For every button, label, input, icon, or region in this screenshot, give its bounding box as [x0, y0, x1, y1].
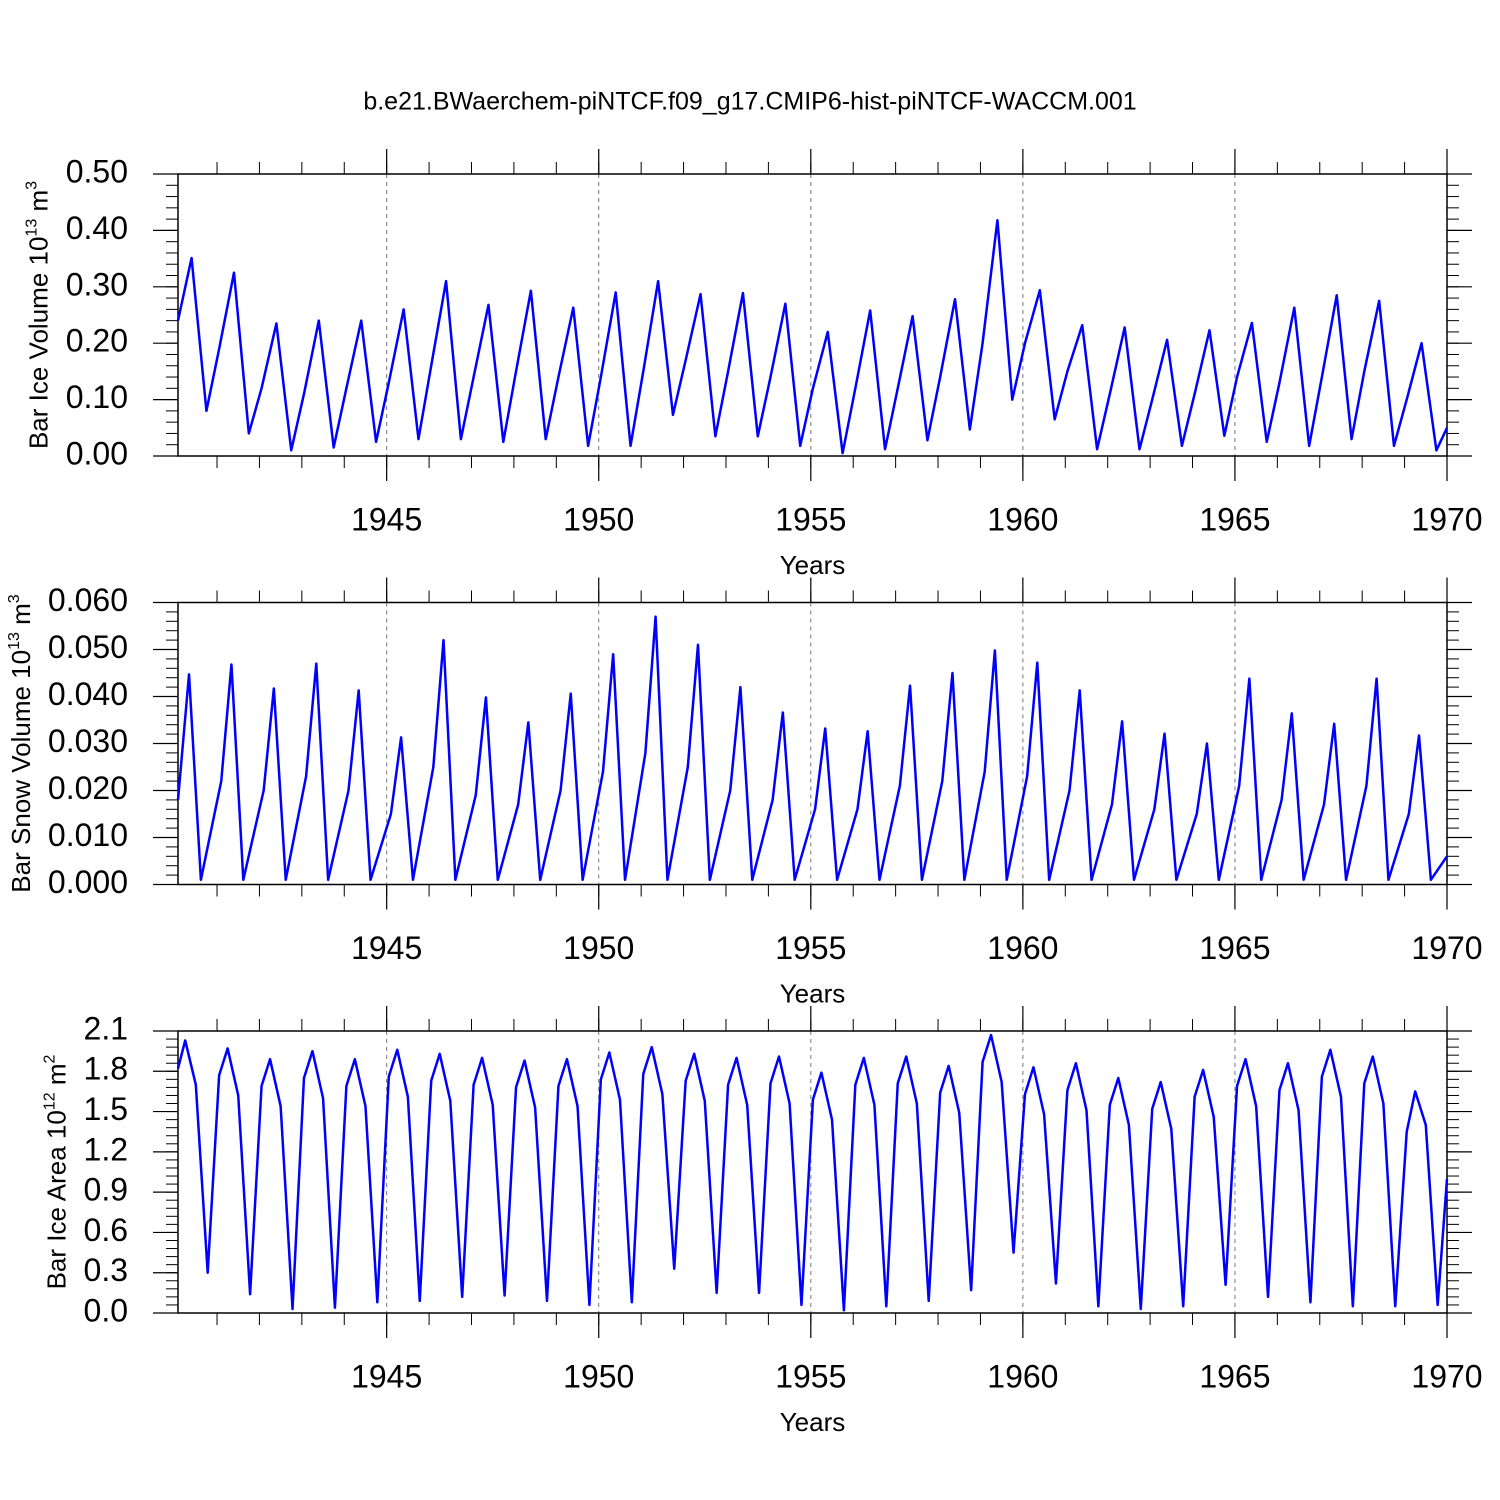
y-axis-title-superscript: 13 [6, 632, 23, 650]
x-tick-label: 1965 [1199, 1358, 1270, 1394]
y-axis-title: Bar Ice Area 1012 m2 [41, 1054, 71, 1289]
y-axis-title-part: Bar Ice Volume 10 [24, 237, 54, 449]
y-axis-title-superscript: 2 [41, 1054, 58, 1063]
y-tick-label: 0.000 [48, 864, 128, 900]
plot-frame [177, 601, 1448, 886]
chart-title: b.e21.BWaerchem-piNTCF.f09_g17.CMIP6-his… [363, 88, 1136, 116]
y-tick-label: 0.020 [48, 770, 128, 806]
x-axis-title: Years [780, 978, 846, 1008]
y-axis-title-superscript: 12 [41, 1092, 58, 1110]
x-tick-label: 1945 [351, 501, 422, 537]
y-tick-label: 0.010 [48, 817, 128, 853]
y-axis-title: Bar Snow Volume 1013 m3 [6, 594, 36, 893]
y-tick-label: 0.9 [84, 1172, 128, 1208]
y-tick-label: 0.40 [66, 210, 128, 246]
y-tick-label: 0.050 [48, 629, 128, 665]
y-tick-label: 0.30 [66, 266, 128, 302]
data-line [176, 1033, 1449, 1312]
y-axis-title-part: m [41, 1063, 71, 1092]
y-axis-title-superscript: 3 [23, 181, 40, 190]
data-line [176, 615, 1449, 882]
x-tick-label: 1945 [351, 930, 422, 966]
x-tick-label: 1950 [563, 501, 634, 537]
y-tick-label: 0.0 [84, 1292, 128, 1328]
x-tick-label: 1960 [987, 1358, 1058, 1394]
x-tick-label: 1960 [987, 930, 1058, 966]
y-tick-label: 0.20 [66, 323, 128, 359]
y-axis-title-superscript: 13 [23, 219, 40, 237]
y-axis-title-part: m [24, 190, 54, 219]
y-tick-label: 1.5 [84, 1091, 128, 1127]
x-tick-label: 1950 [563, 1358, 634, 1394]
data-line [176, 219, 1449, 455]
y-tick-label: 1.8 [84, 1051, 128, 1087]
y-tick-label: 2.1 [84, 1010, 128, 1046]
x-axis-title: Years [780, 1407, 846, 1437]
y-axis-title-superscript: 3 [6, 594, 23, 603]
y-tick-label: 0.040 [48, 676, 128, 712]
y-axis-title-part: Bar Ice Area 10 [41, 1110, 71, 1289]
x-tick-label: 1955 [775, 1358, 846, 1394]
x-tick-label: 1945 [351, 1358, 422, 1394]
x-tick-label: 1970 [1411, 501, 1482, 537]
x-axis-title: Years [780, 550, 846, 580]
x-tick-label: 1950 [563, 930, 634, 966]
x-tick-label: 1965 [1199, 501, 1270, 537]
y-axis-title-part: Bar Snow Volume 10 [6, 650, 36, 893]
x-tick-label: 1965 [1199, 930, 1270, 966]
plot-frame [177, 173, 1448, 457]
plot-frame [177, 1030, 1448, 1314]
x-tick-label: 1970 [1411, 930, 1482, 966]
y-tick-label: 0.00 [66, 435, 128, 471]
y-axis-title: Bar Ice Volume 1013 m3 [23, 181, 53, 449]
x-tick-label: 1970 [1411, 1358, 1482, 1394]
y-tick-label: 0.10 [66, 379, 128, 415]
y-tick-label: 0.6 [84, 1212, 128, 1248]
y-tick-label: 1.2 [84, 1131, 128, 1167]
y-axis-title-part: m [6, 603, 36, 632]
y-tick-label: 0.060 [48, 582, 128, 618]
x-tick-label: 1955 [775, 930, 846, 966]
x-tick-label: 1960 [987, 501, 1058, 537]
y-tick-label: 0.030 [48, 723, 128, 759]
y-tick-label: 0.3 [84, 1252, 128, 1288]
y-tick-label: 0.50 [66, 153, 128, 189]
x-tick-label: 1955 [775, 501, 846, 537]
